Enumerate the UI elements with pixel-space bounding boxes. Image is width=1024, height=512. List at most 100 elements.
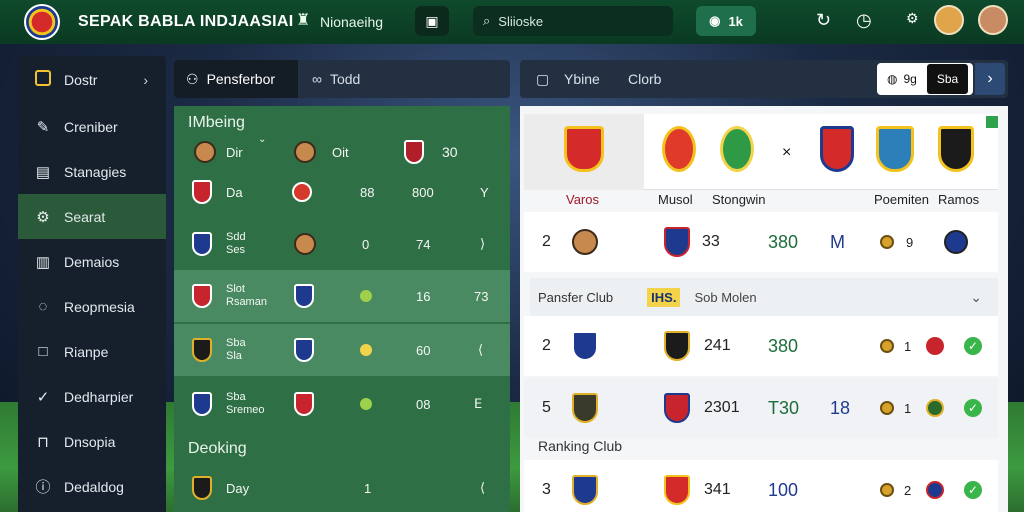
- player-avatar: [194, 141, 216, 163]
- tab-clorb[interactable]: Clorb: [628, 71, 662, 87]
- coin-icon: [880, 483, 894, 497]
- sidebar: Dostr › ✎ Creniber ▤ Stanagies ⚙ Searat …: [18, 56, 166, 512]
- table-row-header: Dir Oit 30: [174, 130, 510, 174]
- table-row[interactable]: 3 341 100 2 ✓: [524, 460, 998, 512]
- club-crest-icon: [926, 481, 944, 499]
- ball-icon: [360, 398, 372, 410]
- ball-icon: ◍: [887, 72, 898, 86]
- middle-tab-bar: ⚇ Pensferbor ∞ Todd: [174, 60, 510, 98]
- row-value: 0: [362, 236, 370, 252]
- club-crest-icon: [572, 475, 598, 505]
- table-row[interactable]: 2 33 380 M 9: [524, 212, 998, 272]
- federation-logo[interactable]: [24, 4, 60, 40]
- row-value: 74: [416, 236, 431, 252]
- club-crest-icon: [664, 331, 690, 361]
- row-value: 08: [416, 396, 431, 412]
- tray-icon: ⊓: [37, 433, 49, 451]
- row-value: ⟨: [478, 342, 484, 357]
- sidebar-item-stanagies[interactable]: ▤ Stanagies: [18, 149, 166, 194]
- chevron-right-icon: ›: [987, 70, 993, 87]
- group-label: Pansfer Club: [538, 289, 614, 305]
- profile-avatar[interactable]: [978, 5, 1008, 35]
- club-crest-icon[interactable]: [720, 126, 754, 172]
- row-name: Sba: [226, 391, 246, 403]
- group-tag: IHS.: [647, 287, 681, 307]
- table-row[interactable]: 2 241 380 1 ✓: [524, 316, 998, 376]
- row-value: 2: [904, 482, 912, 498]
- sidebar-item-dedharpier[interactable]: ✓ Dedharpier: [18, 374, 166, 419]
- window-button[interactable]: ▣: [415, 6, 449, 36]
- sidebar-item-dedaldog[interactable]: ⓘ Dedaldog: [18, 464, 166, 509]
- club-crest-icon[interactable]: [820, 126, 854, 172]
- search-input[interactable]: Sliioske: [498, 13, 544, 29]
- club-crest-icon: [192, 232, 212, 256]
- row-value: 380: [768, 335, 799, 356]
- row-name: Day: [226, 480, 250, 496]
- toggle-label: 1k: [728, 13, 743, 29]
- toggle-button[interactable]: ◉ 1k: [696, 6, 756, 36]
- sidebar-item-label: Stanagies: [64, 163, 127, 180]
- club-logo-strip: ×: [524, 114, 998, 190]
- row-name: Sdd: [226, 231, 246, 243]
- table-row-highlighted[interactable]: Sba Sla 60 ⟨: [174, 324, 510, 376]
- clock-icon[interactable]: ◷: [856, 10, 872, 30]
- table-row[interactable]: 5 2301 T30 18 1 ✓: [524, 378, 998, 438]
- featured-crest-icon[interactable]: [564, 126, 604, 172]
- club-crest-icon: [294, 338, 314, 362]
- sidebar-item-label: Dedaldog: [64, 478, 124, 495]
- sidebar-item-searat[interactable]: ⚙ Searat: [18, 194, 166, 239]
- sidebar-item-reopmesia[interactable]: ◌ Reopmesia: [18, 284, 166, 329]
- club-crest-icon[interactable]: [876, 126, 914, 172]
- sidebar-item-dnsopia[interactable]: ⊓ Dnsopia: [18, 419, 166, 464]
- row-value: Y: [480, 184, 489, 200]
- row-name-sub: Sremeo: [226, 404, 265, 416]
- sidebar-item-rianpe[interactable]: □ Rianpe: [18, 329, 166, 374]
- chevron-down-icon: ⌄: [258, 134, 267, 145]
- sidebar-item-label: Dedharpier: [64, 388, 134, 405]
- sidebar-item-creniber[interactable]: ✎ Creniber: [18, 104, 166, 149]
- sidebar-item-dostr[interactable]: Dostr ›: [18, 56, 166, 104]
- club-crest-icon: [192, 476, 212, 500]
- search-bar[interactable]: ⌕ Sliioske: [473, 6, 673, 36]
- column-header: Poemiten: [874, 192, 929, 207]
- refresh-icon[interactable]: ↻: [816, 10, 832, 30]
- table-row[interactable]: Da 88 800 Y: [174, 166, 510, 218]
- table-row[interactable]: Day 1 ⟨: [174, 462, 510, 512]
- row-name-sub: Sla: [226, 350, 242, 362]
- sidebar-item-label: Demaios: [64, 253, 120, 270]
- sidebar-item-demaios[interactable]: ▥ Demaios: [18, 239, 166, 284]
- group-header[interactable]: Pansfer Club IHS. Sob Molen ⌄: [530, 278, 998, 316]
- group-header: Ranking Club: [538, 438, 623, 454]
- player-avatar: [572, 229, 598, 255]
- row-name-sub: Rsaman: [226, 296, 267, 308]
- trophy-icon: ♜: [296, 12, 311, 29]
- app-title: SEPAK BABLA INDJAASIAI: [78, 13, 294, 30]
- nav-label[interactable]: Nionaeihg: [320, 14, 384, 30]
- document-icon: ▥: [35, 253, 51, 271]
- club-crest-icon[interactable]: [662, 126, 696, 172]
- club-crest-icon[interactable]: [938, 126, 974, 172]
- tab-ybine[interactable]: Ybine: [564, 71, 600, 87]
- tab-todd[interactable]: ∞ Todd: [312, 60, 360, 98]
- table-row-highlighted[interactable]: Slot Rsaman 16 73: [174, 270, 510, 322]
- avatar[interactable]: [934, 5, 964, 35]
- filter-pill[interactable]: ◍ 9g Sba: [877, 63, 973, 95]
- row-value: 9: [906, 234, 914, 250]
- column-header: Varos: [566, 192, 599, 207]
- settings-icon[interactable]: ⚙: [906, 10, 919, 26]
- table-row[interactable]: Sba Sremeo 08 ⴹ: [174, 378, 510, 430]
- middle-panel: IMbeing ⌄ Dir Oit 30 Da 88 800 Y Sdd Ses…: [174, 106, 510, 512]
- check-badge-icon: [986, 116, 998, 128]
- header-cell: Oit: [332, 144, 349, 160]
- table-row[interactable]: Sdd Ses 0 74 ⟩: [174, 218, 510, 270]
- row-value: 2301: [704, 399, 740, 416]
- top-bar: SEPAK BABLA INDJAASIAI ♜ Nionaeihg ▣ ⌕ S…: [0, 0, 1024, 44]
- ball-icon: [360, 290, 372, 302]
- row-value: M: [830, 231, 845, 252]
- next-button[interactable]: ›: [975, 63, 1005, 95]
- row-value: ⟩: [480, 236, 486, 251]
- row-value: 73: [474, 288, 489, 304]
- tab-pensferbor[interactable]: ⚇ Pensferbor: [174, 60, 298, 98]
- calendar-icon: ▤: [35, 163, 51, 181]
- row-value: ⟨: [480, 480, 486, 495]
